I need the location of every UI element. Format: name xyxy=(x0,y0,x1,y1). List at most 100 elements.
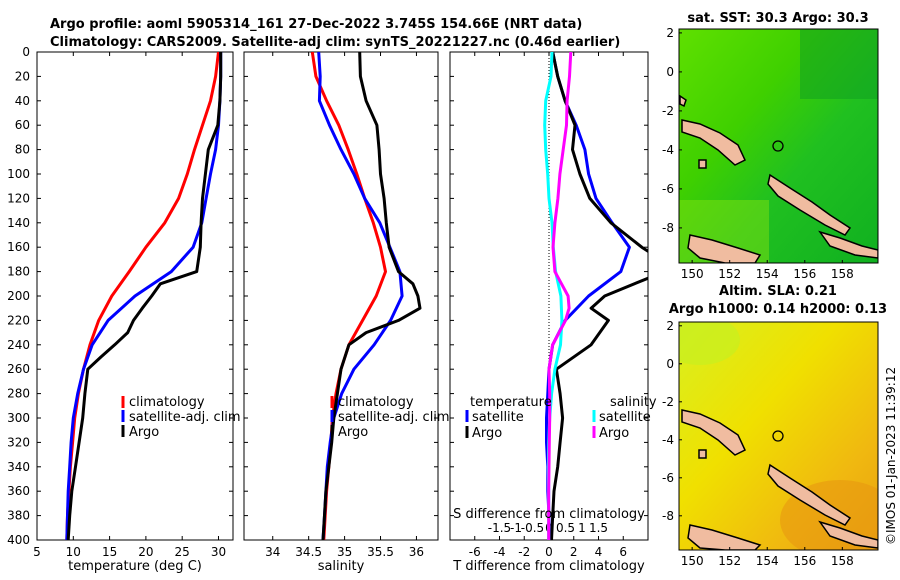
legend-climatology: climatology xyxy=(129,395,205,410)
legend-t-argo: Argo xyxy=(472,426,502,441)
legend-argo: Argo xyxy=(338,425,368,440)
difference-series xyxy=(543,52,648,540)
legend-salinity-title: salinity xyxy=(610,395,657,410)
x-tick-label: 15 xyxy=(102,545,117,559)
map-lat-label: -6 xyxy=(662,471,674,485)
sst-map-frame xyxy=(678,28,879,264)
s-diff-tick-label: -1 xyxy=(510,521,522,535)
depth-tick-label: 0 xyxy=(22,45,30,59)
x-tick-label: 4 xyxy=(595,545,603,559)
depth-tick-label: 180 xyxy=(7,265,30,279)
figure-title-line2: Climatology: CARS2009. Satellite-adj cli… xyxy=(50,35,620,50)
x-tick-label: 35 xyxy=(337,545,352,559)
depth-tick-label: 160 xyxy=(7,240,30,254)
series-line-satellite-adj-clim xyxy=(317,52,404,540)
legend-s-argo: Argo xyxy=(599,426,629,441)
s-diff-tick-label: -1.5 xyxy=(488,521,511,535)
depth-tick-label: 120 xyxy=(7,191,30,205)
legend-t-satellite: satellite xyxy=(472,410,524,425)
x-tick-label: 30 xyxy=(211,545,226,559)
map-lon-label: 150 xyxy=(681,267,704,281)
argo-position-marker xyxy=(772,140,784,152)
temperature-xlabel: temperature (deg C) xyxy=(68,559,202,574)
s-difference-xlabel: S difference from climatology xyxy=(453,507,645,522)
sla-map-frame xyxy=(678,321,879,551)
map-lat-label: -8 xyxy=(662,221,674,235)
sst-warm-patch xyxy=(800,29,878,99)
map-lon-label: 154 xyxy=(756,267,779,281)
map-lat-label: 0 xyxy=(666,357,674,371)
depth-tick-label: 360 xyxy=(7,484,30,498)
map-lat-label: -4 xyxy=(662,143,674,157)
depth-tick-label: 380 xyxy=(7,509,30,523)
map-lat-label: -6 xyxy=(662,182,674,196)
temperature-x-axis: 5 10 15 20 25 30 xyxy=(33,52,226,559)
s-diff-tick-label: 1.5 xyxy=(589,521,608,535)
sla-map-axes: 150 152 154 156 158 2 0 -2 -4 -6 -8 xyxy=(662,319,854,568)
series-line-climatology xyxy=(310,52,387,540)
sst-map-axes: 150 152 154 156 158 2 0 -2 -4 -6 -8 xyxy=(662,26,854,281)
map-lon-label: 152 xyxy=(718,554,741,568)
series-line-s-argo xyxy=(547,52,573,540)
sst-map-title: sat. SST: 30.3 Argo: 30.3 xyxy=(687,11,868,26)
sla-map xyxy=(679,322,878,550)
s-diff-tick-label: -0.5 xyxy=(521,521,544,535)
legend-climatology: climatology xyxy=(338,395,414,410)
series-line-climatology xyxy=(65,52,220,540)
legend-s-satellite: satellite xyxy=(599,410,651,425)
s-diff-tick-label: 0.5 xyxy=(556,521,575,535)
legend-argo: Argo xyxy=(129,425,159,440)
series-line-t-argo xyxy=(550,52,648,540)
x-tick-label: 10 xyxy=(66,545,81,559)
depth-tick-label: 80 xyxy=(15,143,30,157)
temperature-legend: climatology satellite-adj. clim Argo xyxy=(121,395,241,440)
x-tick-label: 6 xyxy=(619,545,627,559)
depth-tick-label: 200 xyxy=(7,289,30,303)
depth-tick-label: 260 xyxy=(7,362,30,376)
depth-tick-label: 20 xyxy=(15,69,30,83)
x-tick-label: 5 xyxy=(33,545,41,559)
map-lon-label: 158 xyxy=(831,554,854,568)
series-line-satellite-adj-clim xyxy=(65,52,223,540)
series-line-s-satellite xyxy=(543,52,564,540)
legend-temperature-title: temperature xyxy=(470,395,552,410)
depth-tick-label: 140 xyxy=(7,216,30,230)
depth-tick-label: 240 xyxy=(7,338,30,352)
x-tick-label: -2 xyxy=(518,545,530,559)
salinity-series xyxy=(310,52,422,540)
sla-low-patch xyxy=(679,322,740,365)
map-lon-label: 152 xyxy=(718,267,741,281)
map-lon-label: 154 xyxy=(756,554,779,568)
map-lon-label: 158 xyxy=(831,267,854,281)
depth-axis: 0 20 40 60 80 100 120 140 160 180 200 220 240 260 280 3… xyxy=(7,45,648,547)
map-lon-label: 150 xyxy=(681,554,704,568)
x-tick-label: 35.5 xyxy=(367,545,394,559)
salinity-panel xyxy=(243,51,439,541)
coastline xyxy=(679,94,878,263)
depth-tick-label: 400 xyxy=(7,533,30,547)
x-tick-label: -6 xyxy=(469,545,481,559)
x-tick-label: 34 xyxy=(265,545,280,559)
map-lat-label: 0 xyxy=(666,65,674,79)
salinity-legend: climatology satellite-adj. clim Argo xyxy=(330,395,450,440)
s-diff-tick-label: 1 xyxy=(578,521,586,535)
salinity-x-axis: 34 34.5 35 35.5 36 xyxy=(265,52,424,559)
x-tick-label: -4 xyxy=(494,545,506,559)
x-tick-label: 36 xyxy=(409,545,424,559)
t-difference-xlabel: T difference from climatology xyxy=(452,559,645,574)
coastline xyxy=(681,409,878,550)
figure-title-line1: Argo profile: aoml 5905314_161 27-Dec-20… xyxy=(50,17,582,32)
depth-tick-label: 340 xyxy=(7,460,30,474)
map-lat-label: 2 xyxy=(666,26,674,40)
sst-map xyxy=(679,29,878,263)
x-tick-label: 0 xyxy=(545,545,553,559)
legend-satellite: satellite-adj. clim xyxy=(338,410,450,425)
x-tick-label: 20 xyxy=(138,545,153,559)
series-line-argo xyxy=(321,52,422,540)
depth-tick-label: 280 xyxy=(7,387,30,401)
legend-satellite: satellite-adj. clim xyxy=(129,410,241,425)
map-lat-label: -2 xyxy=(662,395,674,409)
map-lat-label: -8 xyxy=(662,509,674,523)
salinity-xlabel: salinity xyxy=(318,559,365,574)
